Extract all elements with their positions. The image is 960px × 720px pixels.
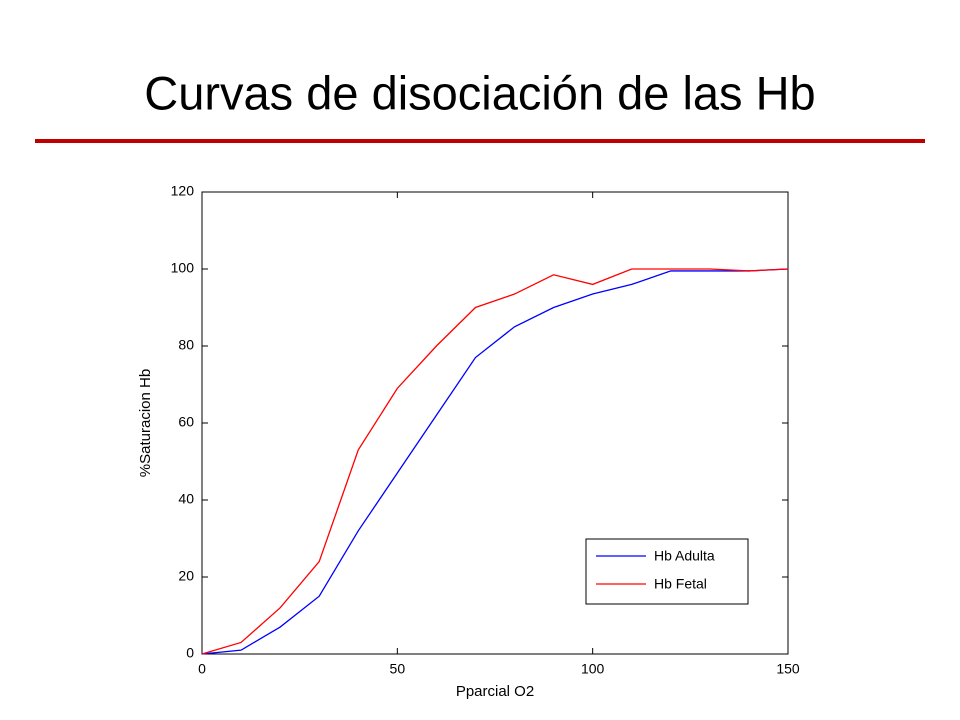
legend-label: Hb Fetal: [654, 576, 707, 592]
x-tick-label: 50: [390, 661, 406, 677]
y-tick-label: 120: [171, 183, 195, 199]
x-axis-label: Pparcial O2: [456, 683, 534, 700]
x-tick-label: 150: [776, 661, 800, 677]
x-tick-label: 0: [198, 661, 206, 677]
y-tick-label: 100: [171, 260, 195, 276]
y-tick-label: 40: [178, 491, 194, 507]
slide-title: Curvas de disociación de las Hb: [144, 66, 815, 119]
series-line: [201, 268, 789, 655]
legend-label: Hb Adulta: [654, 548, 715, 564]
y-tick-label: 0: [186, 645, 194, 661]
series-line: [201, 268, 789, 655]
y-tick-label: 60: [178, 414, 194, 430]
y-axis-label: %Saturacion Hb: [137, 369, 154, 477]
x-tick-label: 100: [581, 661, 605, 677]
y-tick-label: 20: [178, 568, 194, 584]
y-tick-label: 80: [178, 337, 194, 353]
legend-box: [585, 538, 749, 605]
